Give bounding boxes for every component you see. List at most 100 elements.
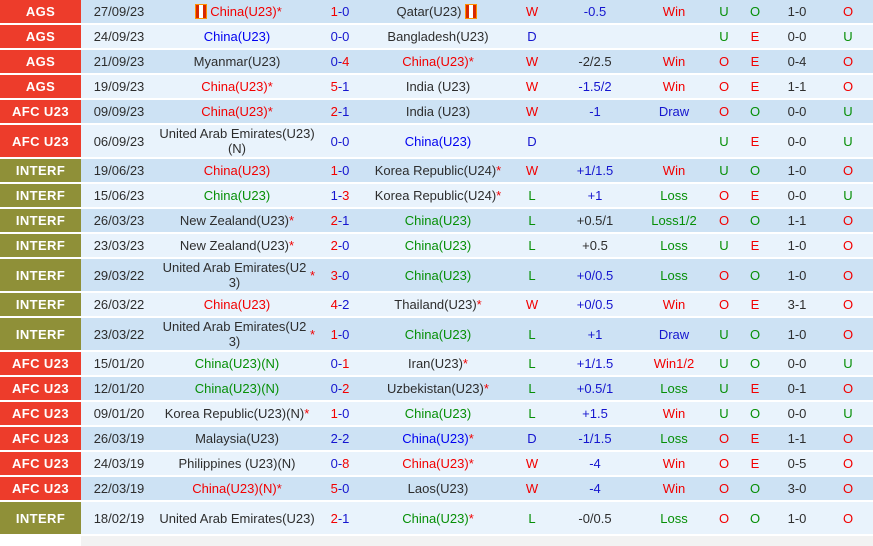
league-badge[interactable]: INTERF [0, 293, 81, 318]
home-team[interactable]: China(U23) [157, 293, 317, 318]
away-team[interactable]: Bangladesh(U23) [363, 25, 513, 50]
odd-even: O [739, 402, 771, 427]
home-team[interactable]: United Arab Emirates(U23) [157, 502, 317, 536]
over-under-half: U [823, 402, 873, 427]
home-team[interactable]: China(U23)(N) * [157, 477, 317, 502]
home-team[interactable]: United Arab Emirates(U23) * [157, 259, 317, 293]
league-badge[interactable]: INTERF [0, 502, 81, 536]
home-team[interactable]: United Arab Emirates(U23)(N) [157, 125, 317, 159]
league-badge[interactable]: INTERF [0, 159, 81, 184]
away-team[interactable]: India (U23) [363, 75, 513, 100]
league-badge[interactable]: INTERF [0, 184, 81, 209]
team-name: China(U23) [203, 188, 271, 203]
home-team[interactable]: China(U23) [157, 159, 317, 184]
team-name: New Zealand(U23) [179, 238, 290, 253]
team-name: United Arab Emirates(U23) [162, 260, 307, 290]
league-badge[interactable]: AGS [0, 50, 81, 75]
away-team[interactable]: China(U23) [363, 402, 513, 427]
away-team[interactable]: Thailand(U23) * [363, 293, 513, 318]
league-badge[interactable]: INTERF [0, 318, 81, 352]
league-badge[interactable]: INTERF [0, 234, 81, 259]
team-name: Laos(U23) [407, 481, 469, 496]
half-time-score: 0-0 [771, 25, 823, 50]
away-team[interactable]: China(U23) * [363, 50, 513, 75]
league-badge[interactable]: AFC U23 [0, 125, 81, 159]
league-badge-label: INTERF [15, 510, 66, 526]
home-team[interactable]: Korea Republic(U23)(N) * [157, 402, 317, 427]
away-team[interactable]: China(U23) [363, 259, 513, 293]
home-team[interactable]: New Zealand(U23) * [157, 234, 317, 259]
match-date: 26/03/23 [81, 209, 157, 234]
home-team[interactable]: China(U23) * [157, 100, 317, 125]
league-badge[interactable]: INTERF [0, 209, 81, 234]
result-letter-text: W [525, 297, 539, 312]
away-team[interactable]: Korea Republic(U24) * [363, 184, 513, 209]
home-team[interactable]: Malaysia(U23) [157, 427, 317, 452]
over-under-half-text: O [842, 297, 854, 312]
away-team[interactable]: Uzbekistan(U23) * [363, 377, 513, 402]
over-under-half: O [823, 234, 873, 259]
score-home: 5 [330, 481, 338, 496]
over-under-half: O [823, 0, 873, 25]
home-team[interactable]: China(U23) [157, 184, 317, 209]
away-team[interactable]: China(U23) [363, 318, 513, 352]
match-row: INTERF 26/03/22 China(U23) 4-2 Thailand(U23)… [0, 293, 873, 318]
away-team[interactable]: Korea Republic(U24) * [363, 159, 513, 184]
home-team[interactable]: China(U23) * [157, 0, 317, 25]
score-away: 0 [342, 481, 350, 496]
home-team[interactable]: Philippines (U23)(N) [157, 452, 317, 477]
league-badge[interactable]: AFC U23 [0, 402, 81, 427]
match-row: AGS 24/09/23 China(U23) 0-0 Bangladesh(U23) D… [0, 25, 873, 50]
home-team[interactable]: China(U23)(N) [157, 352, 317, 377]
over-under-full-text: O [718, 510, 730, 526]
away-team[interactable]: Qatar(U23) [363, 0, 513, 25]
handicap-line: +1 [551, 184, 639, 209]
home-team[interactable]: Myanmar(U23) [157, 50, 317, 75]
league-badge[interactable]: AFC U23 [0, 352, 81, 377]
home-team[interactable]: China(U23)(N) [157, 377, 317, 402]
half-time-score: 1-0 [771, 234, 823, 259]
odd-even: O [739, 100, 771, 125]
team-name: Korea Republic(U24) [374, 163, 497, 178]
away-team[interactable]: China(U23) * [363, 502, 513, 536]
away-team[interactable]: China(U23) [363, 125, 513, 159]
handicap-line: -0.5 [551, 0, 639, 25]
league-badge[interactable]: AGS [0, 25, 81, 50]
away-team[interactable]: China(U23) [363, 209, 513, 234]
over-under-half: U [823, 352, 873, 377]
result-letter: W [513, 159, 551, 184]
half-time-score-text: 1-1 [787, 79, 807, 94]
league-badge[interactable]: AFC U23 [0, 452, 81, 477]
away-team[interactable]: China(U23) * [363, 427, 513, 452]
league-badge[interactable]: AFC U23 [0, 477, 81, 502]
away-team[interactable]: Iran(U23) * [363, 352, 513, 377]
away-team[interactable]: China(U23) * [363, 452, 513, 477]
match-date: 29/03/22 [81, 259, 157, 293]
league-badge[interactable]: AGS [0, 0, 81, 25]
odd-even: E [739, 25, 771, 50]
home-team[interactable]: New Zealand(U23) * [157, 209, 317, 234]
team-name: China(U23) [404, 238, 472, 253]
away-team[interactable]: China(U23) [363, 234, 513, 259]
match-date: 21/09/23 [81, 50, 157, 75]
score-home: 2 [330, 213, 338, 228]
team-name: Qatar(U23) [396, 4, 462, 19]
league-badge[interactable]: INTERF [0, 259, 81, 293]
league-badge[interactable]: AFC U23 [0, 100, 81, 125]
home-team[interactable]: China(U23) [157, 25, 317, 50]
home-team[interactable]: United Arab Emirates(U23) * [157, 318, 317, 352]
league-badge[interactable]: AFC U23 [0, 427, 81, 452]
home-team[interactable]: China(U23) * [157, 75, 317, 100]
over-under-full-text: O [718, 188, 730, 203]
half-time-score: 0-4 [771, 50, 823, 75]
handicap-result: Loss [639, 377, 709, 402]
handicap-result: Draw [639, 100, 709, 125]
score-away: 4 [342, 54, 350, 69]
league-badge[interactable]: AFC U23 [0, 377, 81, 402]
away-team[interactable]: Laos(U23) [363, 477, 513, 502]
league-badge[interactable]: AGS [0, 75, 81, 100]
over-under-full-text: U [719, 29, 729, 44]
handicap-result: Loss1/2 [639, 209, 709, 234]
away-team[interactable]: India (U23) [363, 100, 513, 125]
